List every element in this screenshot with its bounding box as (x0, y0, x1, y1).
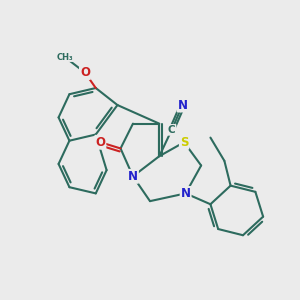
Text: O: O (80, 66, 90, 79)
Text: N: N (128, 170, 138, 183)
Text: CH₃: CH₃ (56, 52, 73, 62)
Text: S: S (180, 136, 188, 149)
Text: O: O (95, 136, 105, 149)
Text: C: C (168, 125, 176, 135)
Text: N: N (178, 99, 188, 112)
Text: N: N (181, 187, 190, 200)
